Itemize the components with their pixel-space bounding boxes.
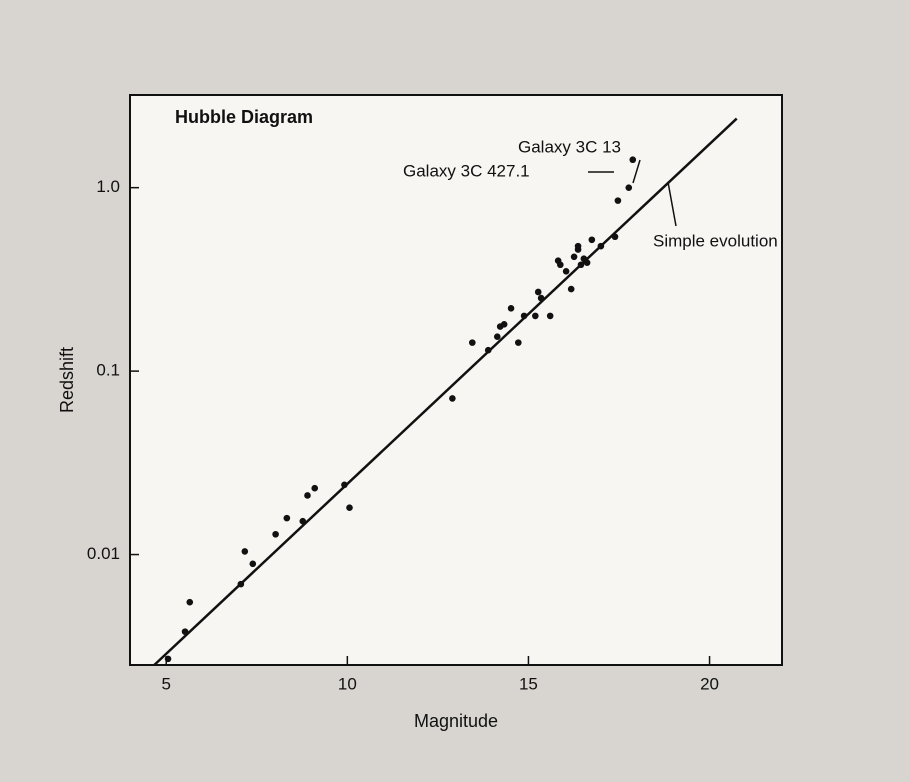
data-point bbox=[597, 242, 605, 250]
data-point bbox=[304, 492, 311, 499]
data-point bbox=[164, 655, 172, 663]
data-point bbox=[520, 312, 528, 320]
data-point bbox=[574, 242, 582, 250]
data-point bbox=[249, 560, 257, 568]
data-point bbox=[237, 580, 245, 588]
data-point bbox=[181, 628, 189, 635]
data-point bbox=[493, 333, 501, 341]
data-point bbox=[625, 184, 633, 191]
data-point bbox=[532, 312, 539, 320]
y-axis-label: Redshift bbox=[57, 347, 77, 413]
x-tick-label: 5 bbox=[161, 674, 170, 693]
plot-area bbox=[129, 94, 783, 666]
x-tick-label: 10 bbox=[338, 674, 357, 693]
annotation-arrow bbox=[632, 159, 641, 184]
data-point bbox=[469, 339, 476, 346]
data-point bbox=[567, 285, 575, 293]
data-point bbox=[484, 346, 492, 354]
data-point bbox=[186, 598, 194, 606]
data-point bbox=[588, 236, 596, 244]
annotation: Galaxy 3C 427.1 bbox=[403, 161, 530, 180]
data-point bbox=[283, 514, 291, 522]
x-tick-label: 15 bbox=[519, 674, 538, 693]
data-point bbox=[341, 481, 348, 489]
annotation: Simple evolution bbox=[653, 231, 778, 250]
y-tick-label: 0.1 bbox=[96, 361, 120, 380]
data-point bbox=[515, 339, 522, 346]
data-point bbox=[272, 530, 279, 538]
data-point bbox=[562, 268, 570, 275]
data-point bbox=[311, 484, 319, 492]
data-point bbox=[534, 288, 542, 296]
data-point bbox=[546, 312, 554, 320]
y-tick-label: 1.0 bbox=[96, 177, 120, 196]
annotation: Galaxy 3C 13 bbox=[518, 137, 621, 156]
data-point bbox=[629, 156, 637, 164]
x-tick-label: 20 bbox=[700, 674, 719, 693]
data-point bbox=[346, 504, 353, 512]
data-point bbox=[577, 261, 585, 269]
chart-title: Hubble Diagram bbox=[175, 107, 313, 127]
data-point bbox=[557, 261, 564, 269]
data-point bbox=[299, 517, 307, 525]
data-point bbox=[500, 320, 508, 328]
data-point bbox=[614, 197, 622, 204]
data-point bbox=[583, 259, 591, 266]
y-tick-label: 0.01 bbox=[87, 544, 120, 563]
x-axis-label: Magnitude bbox=[414, 711, 498, 731]
data-point bbox=[570, 253, 578, 261]
data-point bbox=[449, 395, 456, 402]
fit-line bbox=[153, 117, 738, 666]
data-point bbox=[611, 233, 619, 241]
data-point bbox=[241, 548, 249, 555]
data-point bbox=[537, 294, 545, 302]
data-point bbox=[507, 304, 515, 312]
annotation-arrow bbox=[667, 181, 677, 227]
